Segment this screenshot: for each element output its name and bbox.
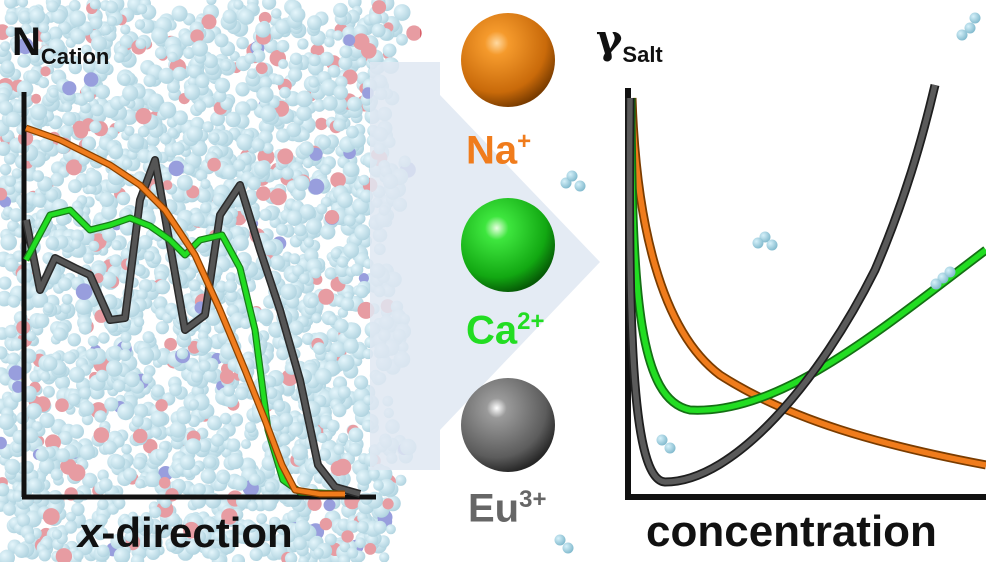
- molecule-atom: [3, 152, 16, 165]
- molecule-atom: [164, 337, 178, 351]
- molecule-atom: [315, 117, 328, 131]
- ca-symbol: Ca: [466, 308, 518, 353]
- molecule-atom: [395, 474, 407, 486]
- molecule-atom: [930, 278, 942, 290]
- molecule-atom: [969, 12, 981, 24]
- right-chart: [625, 83, 986, 500]
- molecule-atom: [330, 247, 342, 259]
- right-eu-curve-outline: [625, 83, 940, 487]
- eu-symbol: Eu: [468, 486, 520, 531]
- molecule-atom: [566, 170, 578, 182]
- molecule-atom: [944, 266, 956, 278]
- left-y-label: NCation: [12, 22, 109, 68]
- left-x-label-italic: x: [78, 509, 102, 556]
- molecule-atom: [379, 552, 390, 562]
- eu-charge: 3+: [519, 486, 547, 513]
- ca-charge: 2+: [517, 308, 545, 335]
- na-label: Na+: [466, 128, 532, 173]
- molecule-atom: [664, 442, 676, 454]
- right-y-label: γSalt: [596, 20, 663, 66]
- molecule-atom: [562, 542, 574, 554]
- molecule-atom: [55, 374, 70, 390]
- right-x-label: concentration: [646, 507, 937, 556]
- right-eu-curve: [626, 84, 938, 485]
- molecule-atom: [82, 58, 98, 74]
- molecule-atom: [159, 132, 172, 145]
- molecule-atom: [172, 533, 188, 548]
- molecule-atom: [82, 472, 98, 489]
- na-charge: +: [517, 128, 532, 155]
- eu-label: Eu3+: [468, 486, 547, 531]
- molecule-atom: [0, 163, 12, 176]
- right-y-label-main: γ: [596, 16, 623, 63]
- left-x-label-rest: -direction: [101, 509, 293, 556]
- molecule-atom: [67, 333, 82, 347]
- right-y-label-sub: Salt: [622, 42, 663, 67]
- ca-label: Ca2+: [466, 308, 545, 353]
- molecule-atom: [956, 29, 968, 41]
- na-sphere: [461, 13, 555, 107]
- molecule-atom: [235, 82, 250, 97]
- molecule-atom: [656, 434, 668, 446]
- right-ca-curve: [628, 97, 986, 413]
- left-y-label-sub: Cation: [40, 44, 110, 69]
- eu-sphere: [461, 378, 555, 472]
- molecule-atom: [94, 410, 107, 423]
- molecule-atom: [554, 534, 566, 546]
- molecule-atom: [225, 272, 237, 283]
- molecule-atom: [752, 237, 764, 249]
- molecule-atom: [574, 180, 586, 192]
- molecule-atom: [155, 321, 169, 335]
- ca-sphere: [461, 198, 555, 292]
- molecule-atom: [39, 412, 55, 429]
- molecule-atom: [310, 43, 325, 58]
- na-symbol: Na: [466, 128, 518, 173]
- molecule-atom: [153, 296, 168, 311]
- molecule-atom: [766, 239, 778, 251]
- molecule-atom: [393, 4, 411, 21]
- right-ca-curve-outline: [626, 97, 986, 415]
- stray-molecules: [554, 12, 981, 554]
- left-x-label: x-direction: [78, 512, 293, 554]
- molecule-atom: [83, 252, 94, 264]
- left-y-label-main: N: [12, 20, 41, 64]
- molecule-atom: [7, 220, 19, 232]
- molecule-atom: [81, 44, 92, 56]
